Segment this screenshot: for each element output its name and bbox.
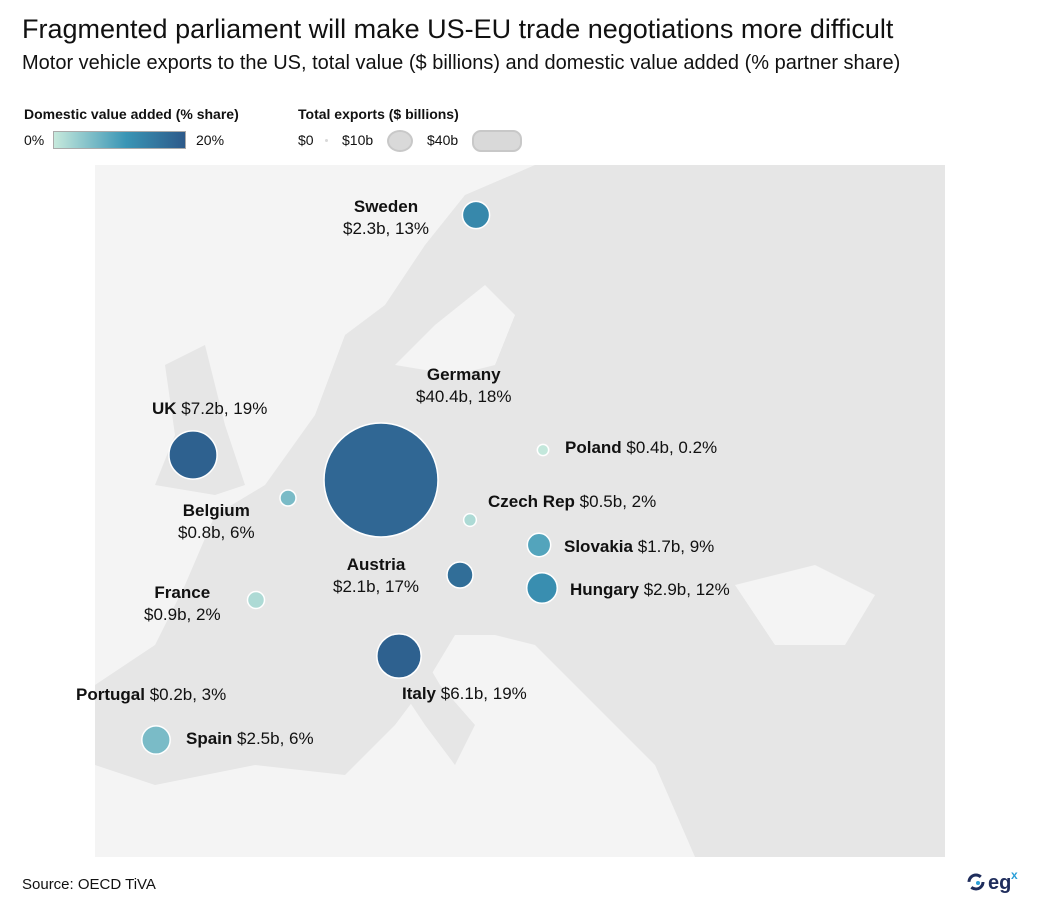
label-slovakia: Slovakia $1.7b, 9% [564,536,714,558]
label-uk: UK $7.2b, 19% [152,398,267,420]
country-name: Austria [346,555,406,574]
bubble-sweden [461,200,491,230]
country-value: $2.9b, 12% [643,580,730,599]
bubble-belgium [279,489,297,507]
country-value: $1.7b, 9% [637,537,715,556]
label-hungary: Hungary $2.9b, 12% [570,579,730,601]
size-legend-dot-0 [325,139,328,142]
country-name: Czech Rep [488,492,575,511]
bubble-poland [536,443,550,457]
country-name: UK [152,399,177,418]
bubble-slovakia [526,532,552,558]
bubble-austria [446,561,474,589]
size-legend-0: $0 [298,132,314,148]
bubble-germany [323,422,439,538]
label-austria: Austria $2.1b, 17% [333,554,419,598]
label-belgium: Belgium $0.8b, 6% [178,500,255,544]
country-name: Poland [565,438,622,457]
europe-map [95,165,945,857]
land-mainland [95,165,945,857]
country-name: Belgium [182,501,250,520]
country-value: $0.9b, 2% [144,605,221,624]
label-czech-rep: Czech Rep $0.5b, 2% [488,491,656,513]
svg-text:eg: eg [988,872,1011,894]
country-name: Spain [186,729,233,748]
color-legend-min: 0% [24,132,45,148]
country-name: Italy [402,684,437,703]
color-legend-title: Domestic value added (% share) [24,106,239,122]
size-legend-40: $40b [427,132,459,148]
label-poland: Poland $0.4b, 0.2% [565,437,717,459]
country-value: $0.5b, 2% [579,492,657,511]
bubble-spain [141,725,171,755]
bubble-hungary [525,571,559,605]
country-value: $0.2b, 3% [149,685,227,704]
source-note: Source: OECD TiVA [22,876,156,893]
country-name: Sweden [353,197,419,216]
size-legend-dot-10 [387,130,413,152]
country-value: $0.4b, 0.2% [626,438,718,457]
egx-logo: eg x [967,868,1018,894]
bubble-czech-rep [462,512,478,528]
country-value: $2.1b, 17% [333,577,420,596]
country-value: $2.5b, 6% [237,729,314,748]
bubble-uk [168,430,218,480]
chart-subtitle: Motor vehicle exports to the US, total v… [22,52,901,74]
svg-text:x: x [1011,868,1018,882]
label-sweden: Sweden $2.3b, 13% [343,196,429,240]
country-value: $2.3b, 13% [343,219,430,238]
sea-black [735,565,875,645]
bubble-italy [376,633,422,679]
label-portugal: Portugal $0.2b, 3% [76,684,226,706]
size-legend-title: Total exports ($ billions) [298,106,459,122]
country-name: Portugal [76,685,145,704]
chart-title: Fragmented parliament will make US-EU tr… [22,14,894,44]
size-legend-dot-40 [472,130,522,152]
country-name: Germany [426,365,501,384]
size-legend-10: $10b [342,132,374,148]
country-value: $7.2b, 19% [181,399,268,418]
country-name: Hungary [570,580,639,599]
label-spain: Spain $2.5b, 6% [186,728,314,750]
color-legend-max: 20% [196,132,225,148]
sea-baltic [395,285,515,375]
country-value: $0.8b, 6% [178,523,255,542]
color-legend-gradient [53,131,186,149]
country-name: Slovakia [564,537,633,556]
label-france: France $0.9b, 2% [144,582,221,626]
label-germany: Germany $40.4b, 18% [416,364,511,408]
country-name: France [154,583,211,602]
bubble-france [246,590,266,610]
country-value: $40.4b, 18% [416,387,512,406]
country-value: $6.1b, 19% [440,684,527,703]
label-italy: Italy $6.1b, 19% [402,683,527,705]
